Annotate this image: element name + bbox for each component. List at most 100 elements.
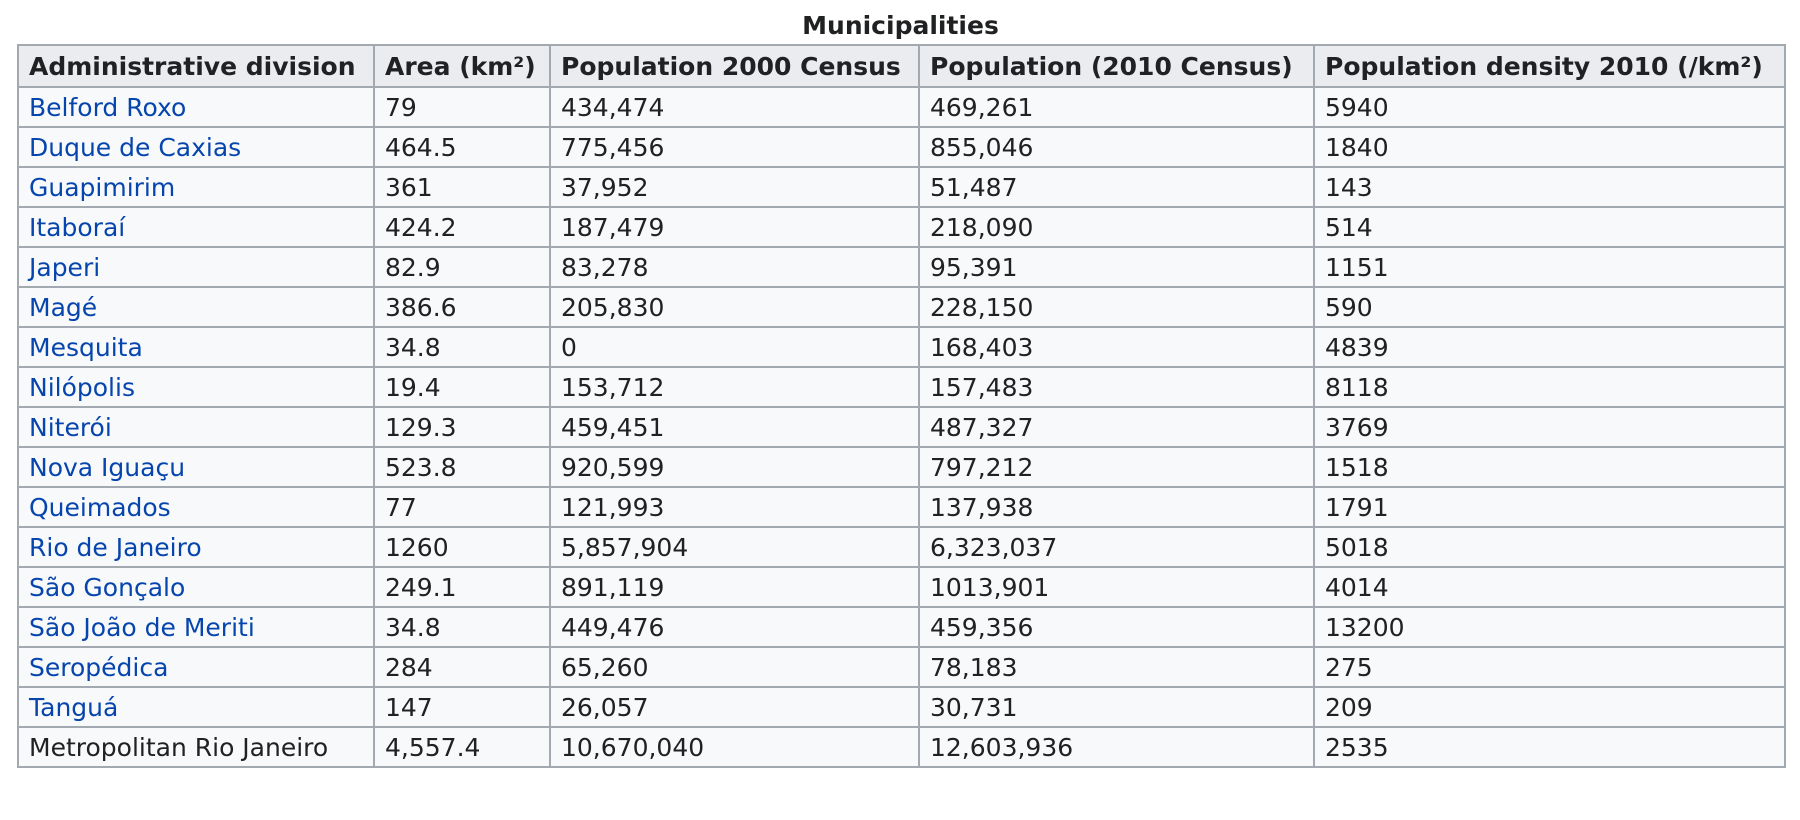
cell-administrative-division: Magé	[17, 286, 375, 328]
cell-area: 19.4	[373, 366, 551, 408]
cell-population-density: 5018	[1313, 526, 1786, 568]
cell-administrative-division: São Gonçalo	[17, 566, 375, 608]
municipality-link[interactable]: Japeri	[29, 252, 101, 282]
cell-administrative-division: Niterói	[17, 406, 375, 448]
cell-area: 34.8	[373, 326, 551, 368]
cell-population-2000: 449,476	[549, 606, 920, 648]
cell-area: 284	[373, 646, 551, 688]
cell-area: 523.8	[373, 446, 551, 488]
cell-area: 79	[373, 86, 551, 128]
municipality-link[interactable]: Nova Iguaçu	[29, 452, 186, 482]
cell-population-density: 13200	[1313, 606, 1786, 648]
table-row: São Gonçalo 249.1 891,119 1013,901 4014	[17, 566, 1786, 608]
cell-population-2010: 168,403	[918, 326, 1315, 368]
cell-population-2010: 157,483	[918, 366, 1315, 408]
cell-population-2000: 775,456	[549, 126, 920, 168]
cell-population-2000: 121,993	[549, 486, 920, 528]
cell-population-density: 5940	[1313, 86, 1786, 128]
cell-population-2000: 153,712	[549, 366, 920, 408]
table-row: Mesquita 34.8 0 168,403 4839	[17, 326, 1786, 368]
municipality-link[interactable]: Mesquita	[29, 332, 143, 362]
table-caption: Municipalities	[802, 11, 999, 40]
cell-population-density: 1791	[1313, 486, 1786, 528]
cell-population-density: 2535	[1313, 726, 1786, 768]
cell-population-2000: 5,857,904	[549, 526, 920, 568]
cell-population-2010: 228,150	[918, 286, 1315, 328]
table-row: Nilópolis 19.4 153,712 157,483 8118	[17, 366, 1786, 408]
municipality-link[interactable]: Itaboraí	[29, 212, 126, 242]
cell-area: 77	[373, 486, 551, 528]
cell-area: 386.6	[373, 286, 551, 328]
municipality-link[interactable]: São João de Meriti	[29, 612, 255, 642]
cell-administrative-division: Metropolitan Rio Janeiro	[17, 726, 375, 768]
municipality-link[interactable]: Belford Roxo	[29, 92, 187, 122]
cell-population-density: 8118	[1313, 366, 1786, 408]
cell-administrative-division: Tanguá	[17, 686, 375, 728]
cell-population-density: 514	[1313, 206, 1786, 248]
cell-population-2010: 1013,901	[918, 566, 1315, 608]
cell-area: 424.2	[373, 206, 551, 248]
cell-population-2010: 797,212	[918, 446, 1315, 488]
municipality-link[interactable]: Guapimirim	[29, 172, 176, 202]
cell-administrative-division: Guapimirim	[17, 166, 375, 208]
table-row: Magé 386.6 205,830 228,150 590	[17, 286, 1786, 328]
cell-population-density: 4839	[1313, 326, 1786, 368]
cell-administrative-division: Mesquita	[17, 326, 375, 368]
cell-administrative-division: Nilópolis	[17, 366, 375, 408]
cell-population-2010: 137,938	[918, 486, 1315, 528]
cell-population-2010: 12,603,936	[918, 726, 1315, 768]
cell-population-density: 1151	[1313, 246, 1786, 288]
header-administrative-division: Administrative division	[17, 44, 375, 88]
table-row: Seropédica 284 65,260 78,183 275	[17, 646, 1786, 688]
cell-population-2000: 920,599	[549, 446, 920, 488]
cell-area: 249.1	[373, 566, 551, 608]
cell-area: 34.8	[373, 606, 551, 648]
cell-population-density: 209	[1313, 686, 1786, 728]
cell-area: 1260	[373, 526, 551, 568]
cell-area: 129.3	[373, 406, 551, 448]
cell-population-2010: 51,487	[918, 166, 1315, 208]
cell-administrative-division: Nova Iguaçu	[17, 446, 375, 488]
table-row: Duque de Caxias 464.5 775,456 855,046 1840	[17, 126, 1786, 168]
table-row: Belford Roxo 79 434,474 469,261 5940	[17, 86, 1786, 128]
municipality-link[interactable]: Rio de Janeiro	[29, 532, 202, 562]
cell-population-density: 3769	[1313, 406, 1786, 448]
table-row: Guapimirim 361 37,952 51,487 143	[17, 166, 1786, 208]
municipality-link[interactable]: Duque de Caxias	[29, 132, 242, 162]
cell-population-2010: 30,731	[918, 686, 1315, 728]
table-row: Rio de Janeiro 1260 5,857,904 6,323,037 5018	[17, 526, 1786, 568]
cell-population-density: 143	[1313, 166, 1786, 208]
municipalities-table: Administrative division Area (km²) Popul…	[17, 44, 1786, 768]
cell-population-2000: 65,260	[549, 646, 920, 688]
table-row: Tanguá 147 26,057 30,731 209	[17, 686, 1786, 728]
cell-area: 464.5	[373, 126, 551, 168]
cell-population-2010: 95,391	[918, 246, 1315, 288]
cell-population-2010: 459,356	[918, 606, 1315, 648]
table-row: Nova Iguaçu 523.8 920,599 797,212 1518	[17, 446, 1786, 488]
municipality-link[interactable]: Tanguá	[29, 692, 119, 722]
cell-area: 147	[373, 686, 551, 728]
municipality-link[interactable]: Nilópolis	[29, 372, 135, 402]
header-row: Administrative division Area (km²) Popul…	[17, 44, 1786, 88]
cell-population-2010: 487,327	[918, 406, 1315, 448]
cell-administrative-division: Queimados	[17, 486, 375, 528]
municipality-link[interactable]: Queimados	[29, 492, 171, 522]
cell-population-density: 275	[1313, 646, 1786, 688]
municipality-link[interactable]: Magé	[29, 292, 98, 322]
header-population-2000: Population 2000 Census	[549, 44, 920, 88]
table-row: Niterói 129.3 459,451 487,327 3769	[17, 406, 1786, 448]
cell-population-2000: 10,670,040	[549, 726, 920, 768]
municipality-link[interactable]: Seropédica	[29, 652, 169, 682]
cell-population-density: 1518	[1313, 446, 1786, 488]
table-row: Queimados 77 121,993 137,938 1791	[17, 486, 1786, 528]
header-population-density: Population density 2010 (/km²)	[1313, 44, 1786, 88]
table-row: São João de Meriti 34.8 449,476 459,356 1320…	[17, 606, 1786, 648]
cell-population-2010: 469,261	[918, 86, 1315, 128]
cell-administrative-division: Japeri	[17, 246, 375, 288]
municipality-link[interactable]: Niterói	[29, 412, 112, 442]
header-area: Area (km²)	[373, 44, 551, 88]
municipality-link[interactable]: São Gonçalo	[29, 572, 186, 602]
cell-population-2010: 855,046	[918, 126, 1315, 168]
cell-population-2000: 434,474	[549, 86, 920, 128]
cell-population-density: 4014	[1313, 566, 1786, 608]
